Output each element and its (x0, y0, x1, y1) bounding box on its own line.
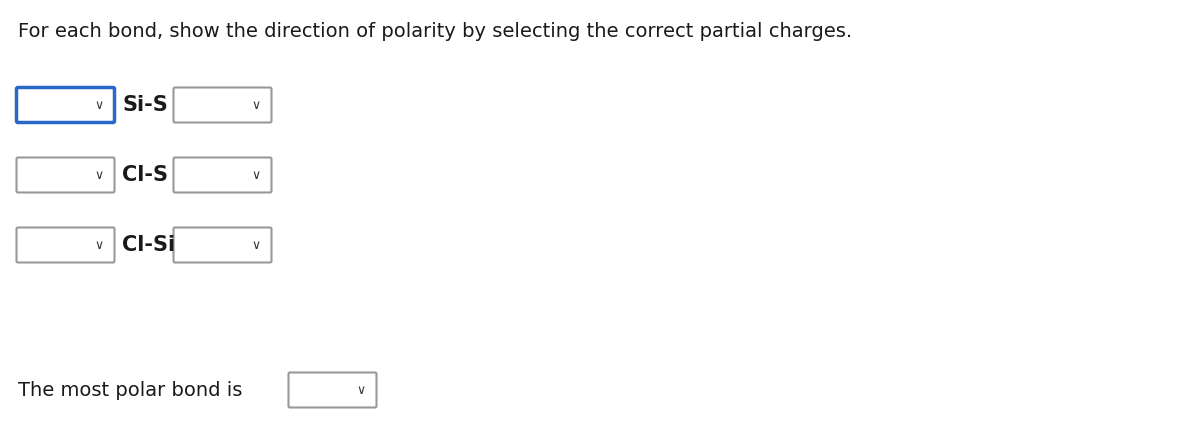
FancyBboxPatch shape (17, 227, 114, 263)
FancyBboxPatch shape (174, 88, 271, 122)
Text: ∨: ∨ (95, 238, 103, 252)
Text: For each bond, show the direction of polarity by selecting the correct partial c: For each bond, show the direction of pol… (18, 22, 852, 41)
FancyBboxPatch shape (17, 88, 114, 122)
FancyBboxPatch shape (174, 227, 271, 263)
Text: The most polar bond is: The most polar bond is (18, 381, 242, 400)
Text: ∨: ∨ (252, 169, 260, 181)
Text: Si-S: Si-S (122, 95, 168, 115)
Text: Cl-S: Cl-S (122, 165, 168, 185)
Text: ∨: ∨ (95, 99, 103, 111)
FancyBboxPatch shape (17, 158, 114, 193)
Text: ∨: ∨ (252, 99, 260, 111)
FancyBboxPatch shape (288, 373, 377, 407)
FancyBboxPatch shape (174, 158, 271, 193)
Text: ∨: ∨ (252, 238, 260, 252)
Text: ∨: ∨ (95, 169, 103, 181)
Text: Cl-Si: Cl-Si (122, 235, 175, 255)
Text: ∨: ∨ (356, 384, 366, 396)
